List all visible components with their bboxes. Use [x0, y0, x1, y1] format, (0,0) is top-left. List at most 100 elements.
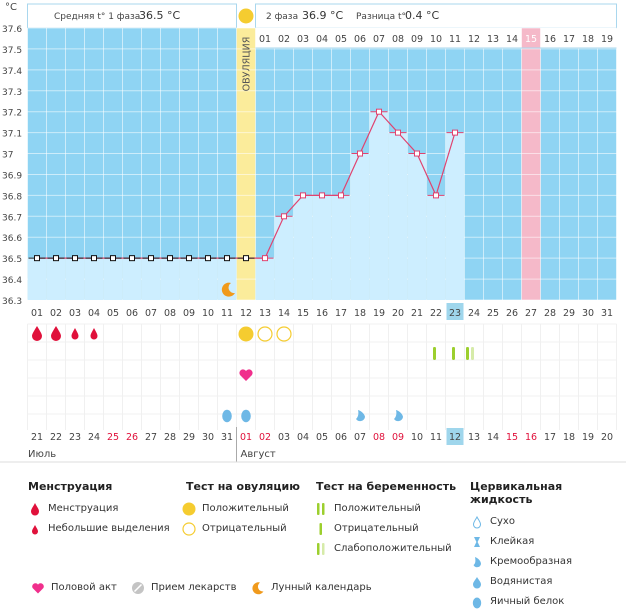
legend-medication: Прием лекарств [131, 578, 237, 598]
temp-point [357, 150, 363, 157]
calendar-date-label: 14 [487, 432, 499, 443]
legend-label: Клейкая [490, 536, 535, 547]
temp-point [148, 255, 154, 262]
cycle-day-label: 24 [468, 308, 480, 319]
calendar-date-label: 28 [164, 432, 176, 443]
cycle-day-label: 10 [202, 308, 214, 319]
temp-point [281, 213, 287, 220]
legend-menstruation: Менструация Менструация Небольшие выделе… [28, 480, 170, 539]
temp-point [262, 255, 268, 262]
drop-creamy-icon [473, 557, 481, 568]
y-tick-label: 36.3 [2, 297, 22, 307]
calendar-date-label: 06 [335, 432, 347, 443]
legend-ovtest-positive: Положительный [182, 499, 300, 519]
ovtest-negative-icon [276, 326, 292, 342]
cycle-day-label: 16 [316, 308, 328, 319]
calendar-date-label: 16 [525, 432, 537, 443]
cycle-day-label: 18 [354, 308, 366, 319]
highlight-column [521, 28, 541, 300]
calendar-date-label: 18 [563, 432, 575, 443]
temp-point [433, 192, 439, 199]
ovulation-column [236, 28, 256, 300]
temp-point [338, 192, 344, 199]
temp-bar [104, 258, 122, 300]
phase1-avg-label: Средняя t° 1 фаза [54, 12, 140, 22]
temp-bar [28, 258, 46, 300]
y-tick-label: 37.1 [2, 130, 22, 140]
calendar-date-label: 04 [297, 432, 309, 443]
calendar-date-label: 12 [449, 432, 461, 443]
calendar-date-label: 23 [69, 432, 81, 443]
pregtest-bar-icon [452, 347, 455, 360]
cycle-day-label: 15 [297, 308, 309, 319]
legend-label: Кремообразная [490, 556, 573, 567]
temp-point [129, 255, 135, 262]
calendar-date-label: 30 [202, 432, 214, 443]
temp-point [395, 129, 401, 136]
temp-point [34, 255, 40, 262]
temp-bar [408, 153, 426, 300]
ovulation-sun-icon [238, 8, 254, 24]
temp-bar [332, 195, 350, 300]
temp-bar [66, 258, 84, 300]
cycle-day-label: 01 [31, 308, 43, 319]
moon-icon [252, 582, 264, 595]
calendar-date-label: 10 [411, 432, 423, 443]
temp-bar [161, 258, 179, 300]
cycle-day-label: 31 [601, 308, 613, 319]
legend: Менструация Менструация Небольшие выделе… [0, 472, 626, 609]
y-tick-label: 36.7 [2, 213, 22, 223]
month-label-august: Август [241, 449, 276, 460]
temp-bar [123, 258, 141, 300]
temp-bar [142, 258, 160, 300]
legend-label: Сухо [490, 516, 515, 527]
drop-outline-icon [472, 515, 482, 529]
cycle-day-label: 27 [525, 308, 537, 319]
cycle-day-label: 20 [392, 308, 404, 319]
temp-point [167, 255, 173, 262]
calendar-date-label: 03 [278, 432, 290, 443]
drop-big-icon [31, 503, 39, 516]
y-axis-unit: °C [5, 2, 17, 13]
creamy-icon [356, 410, 365, 422]
cycle-day-label: 08 [164, 308, 176, 319]
legend-pregnancy-test: Тест на беременность Положительный Отриц… [314, 480, 456, 559]
month-label-july: Июль [28, 449, 56, 460]
phase1-header [27, 3, 237, 29]
temp-point [186, 255, 192, 262]
temp-point [414, 150, 420, 157]
cycle-day-label: 12 [240, 308, 252, 319]
temp-point [72, 255, 78, 262]
y-tick-label: 37.5 [2, 46, 22, 56]
calendar-date-label: 21 [31, 432, 43, 443]
temp-bar [370, 111, 388, 300]
y-tick-label: 37.6 [2, 25, 22, 35]
legend-ovulation-title: Тест на овуляцию [186, 480, 300, 493]
phase2-day-label: 14 [506, 34, 518, 45]
hourglass-icon [474, 537, 480, 547]
phase2-day-label: 08 [392, 34, 404, 45]
phase1-avg-value: 36.5 °C [139, 9, 180, 22]
phase2-day-label: 15 [525, 34, 537, 45]
drop-small-icon [90, 328, 98, 340]
temp-bar [180, 258, 198, 300]
phase2-day-label: 04 [316, 34, 328, 45]
legend-eggwhite: Яичный белок [470, 592, 626, 612]
legend-ovulation-test: Тест на овуляцию Положительный Отрицател… [182, 480, 300, 539]
ovtest-negative-icon [257, 326, 273, 342]
temp-point [91, 255, 97, 262]
circle-outline-icon [182, 522, 196, 536]
calendar-date-label: 13 [468, 432, 480, 443]
moon-icon [221, 282, 235, 297]
temp-bar [351, 153, 369, 300]
temp-bar [199, 258, 217, 300]
phase2-day-label: 17 [563, 34, 575, 45]
pregtest-weak-bar-icon [471, 347, 474, 360]
cycle-day-label: 28 [544, 308, 556, 319]
temp-bar [313, 195, 331, 300]
calendar-date-label: 25 [107, 432, 119, 443]
temp-bar [427, 195, 445, 300]
temp-bar [256, 258, 274, 300]
temp-point [376, 108, 382, 115]
